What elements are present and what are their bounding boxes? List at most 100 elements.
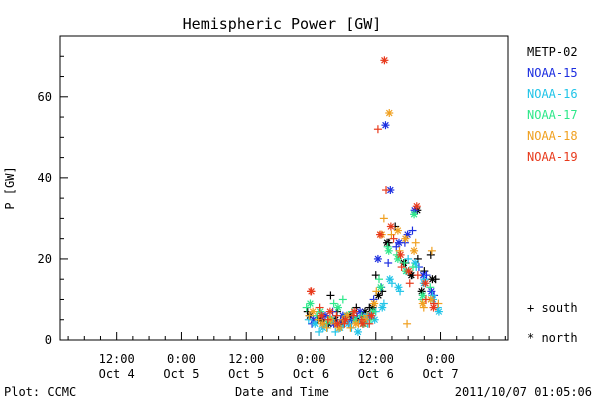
data-point-south [346,323,355,332]
data-point-south [413,271,422,280]
data-point-south [405,279,414,288]
data-point-north [351,319,360,328]
data-point-north [380,56,389,65]
legend-symbol-plus: + south [527,301,578,315]
x-axis-label: Date and Time [235,385,329,399]
data-point-north [374,291,383,300]
data-point-south [329,299,338,308]
data-point-south [373,125,382,134]
data-point-north [381,121,390,130]
data-points [302,56,443,336]
data-point-north [426,295,435,304]
data-point-north [386,222,395,231]
x-tick-label: 0:00 [297,352,326,366]
data-point-north [401,234,410,243]
data-point-north [429,303,438,312]
data-point-south [384,258,393,267]
data-point-north [385,275,394,284]
data-point-south [397,263,406,272]
data-point-south [413,254,422,263]
data-point-north [385,109,394,118]
data-point-north [394,283,403,292]
x-tick-label: Oct 6 [358,367,394,381]
data-point-north [318,319,327,328]
data-point-north [311,319,320,328]
data-point-north [333,303,342,312]
data-point-north [418,291,427,300]
data-point-south [323,315,332,324]
legend-entry: NOAA-18 [527,129,578,143]
legend: METP-02 NOAA-15 NOAA-16 NOAA-17 NOAA-18 NOAA-… [527,45,578,345]
data-point-north [309,307,318,316]
data-point-north [350,307,359,316]
data-point-south [426,250,435,259]
data-point-south [392,242,401,251]
data-point-south [403,319,412,328]
data-point-north [412,202,421,211]
footer-right: 2011/10/07 01:05:06 [455,385,592,399]
legend-entry: NOAA-16 [527,87,578,101]
data-point-north [325,307,334,316]
y-axis-label: P [GW] [3,166,17,209]
data-point-south [382,186,391,195]
data-point-north [356,307,365,316]
legend-entry: NOAA-15 [527,66,578,80]
series-noaa-19 [306,56,439,328]
data-point-south [426,283,435,292]
data-point-south [411,238,420,247]
x-tick-label: Oct 7 [422,367,458,381]
data-point-north [393,254,402,263]
data-point-south [332,311,341,320]
chart-title: Hemispheric Power [GW] [183,15,382,33]
data-point-north [418,299,427,308]
legend-entry: NOAA-19 [527,150,578,164]
data-point-south [338,295,347,304]
data-point-north [373,254,382,263]
y-axis: 0 20 40 60 [38,35,68,347]
data-point-north [421,279,430,288]
data-point-north [358,319,367,328]
data-point-north [410,210,419,219]
data-point-north [376,230,385,239]
footer-left: Plot: CCMC [4,385,76,399]
data-point-south [314,315,323,324]
data-point-north [386,186,395,195]
data-point-north [343,311,352,320]
data-point-north [307,287,316,296]
x-tick-label: 0:00 [167,352,196,366]
data-point-north [411,258,420,267]
data-point-north [317,311,326,320]
data-point-north [376,283,385,292]
plot-frame [59,35,509,341]
data-point-south [371,271,380,280]
data-point-north [306,299,315,308]
data-point-south [387,230,396,239]
x-tick-label: 12:00 [99,352,135,366]
data-point-north [404,267,413,276]
data-point-north [333,319,342,328]
data-point-north [370,299,379,308]
data-point-south [400,258,409,267]
data-point-south [404,254,413,263]
data-point-south [315,303,324,312]
y-tick-label: 60 [38,90,52,104]
data-point-south [372,287,381,296]
data-point-south [302,303,311,312]
x-tick-label: 12:00 [358,352,394,366]
data-point-north [353,327,362,336]
x-tick-label: Oct 4 [99,367,135,381]
series-noaa-15 [308,121,439,328]
data-point-south [427,246,436,255]
legend-entry: METP-02 [527,45,578,59]
data-point-south [326,291,335,300]
y-tick-label: 0 [45,333,52,347]
x-tick-label: 0:00 [426,352,455,366]
data-point-north [367,311,376,320]
data-point-north [341,315,350,324]
data-point-south [374,275,383,284]
y-tick-label: 20 [38,252,52,266]
data-point-north [427,287,436,296]
data-point-south [305,311,314,320]
